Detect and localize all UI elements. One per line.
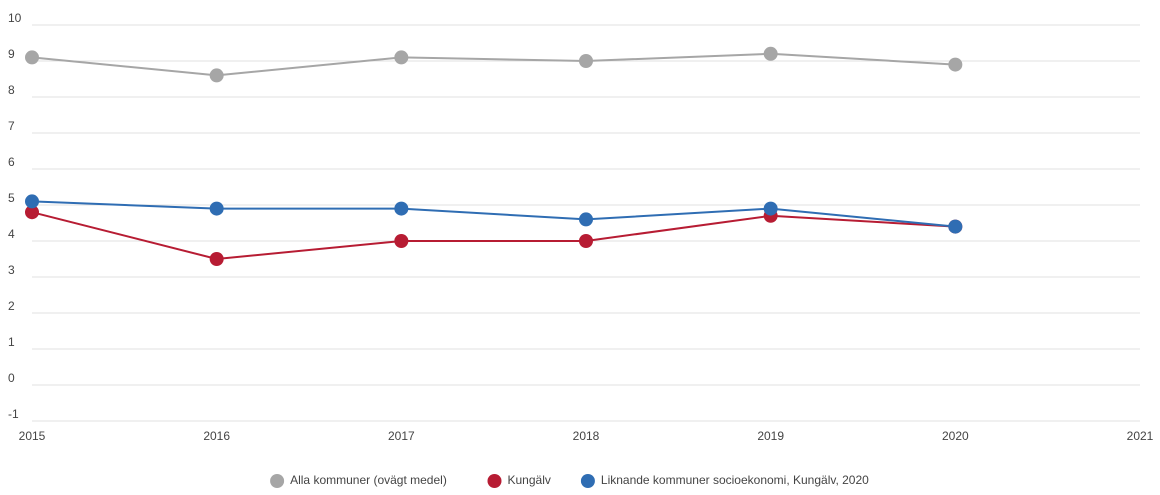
- data-point: [579, 54, 593, 68]
- data-point: [579, 212, 593, 227]
- x-tick-label: 2016: [203, 429, 230, 443]
- y-tick-label: 6: [8, 155, 15, 169]
- legend-swatch: [580, 474, 595, 488]
- data-point: [948, 57, 963, 72]
- data-point: [209, 68, 224, 83]
- data-point: [948, 219, 963, 234]
- data-point: [25, 194, 39, 209]
- x-tick-label: 2017: [388, 429, 415, 443]
- y-tick-label: 8: [8, 83, 15, 97]
- series-line: [31, 211, 956, 261]
- y-tick-label: 10: [8, 11, 22, 25]
- data-point: [25, 205, 39, 220]
- legend-swatch: [270, 474, 285, 488]
- y-tick-label: 1: [8, 335, 15, 349]
- x-tick-label: 2021: [1127, 429, 1154, 443]
- data-point: [394, 201, 409, 216]
- data-point: [394, 234, 409, 248]
- data-point: [763, 46, 778, 61]
- data-point: [25, 50, 39, 65]
- data-point: [209, 252, 224, 266]
- y-tick-label: 0: [8, 371, 15, 385]
- legend-label: Alla kommuner (ovägt medel): [290, 473, 447, 487]
- legend-label: Liknande kommuner socioekonomi, Kungälv,…: [601, 473, 869, 487]
- x-tick-label: 2019: [757, 429, 784, 443]
- y-tick-label: 4: [8, 227, 15, 241]
- data-point: [394, 50, 409, 65]
- y-tick-label: -1: [8, 407, 19, 421]
- legend-label: Kungälv: [508, 473, 551, 487]
- series-line: [31, 52, 956, 77]
- y-tick-label: 3: [8, 263, 15, 277]
- y-tick-label: 5: [8, 191, 15, 205]
- series-line: [31, 200, 956, 228]
- x-tick-label: 2020: [942, 429, 969, 443]
- y-tick-label: 7: [8, 119, 15, 133]
- data-point: [209, 201, 224, 216]
- x-tick-label: 2018: [573, 429, 600, 443]
- legend-swatch: [487, 474, 502, 488]
- y-tick-label: 2: [8, 299, 15, 313]
- x-tick-label: 2015: [19, 429, 46, 443]
- data-point: [579, 234, 593, 248]
- y-tick-label: 9: [8, 47, 15, 61]
- data-point: [763, 201, 778, 216]
